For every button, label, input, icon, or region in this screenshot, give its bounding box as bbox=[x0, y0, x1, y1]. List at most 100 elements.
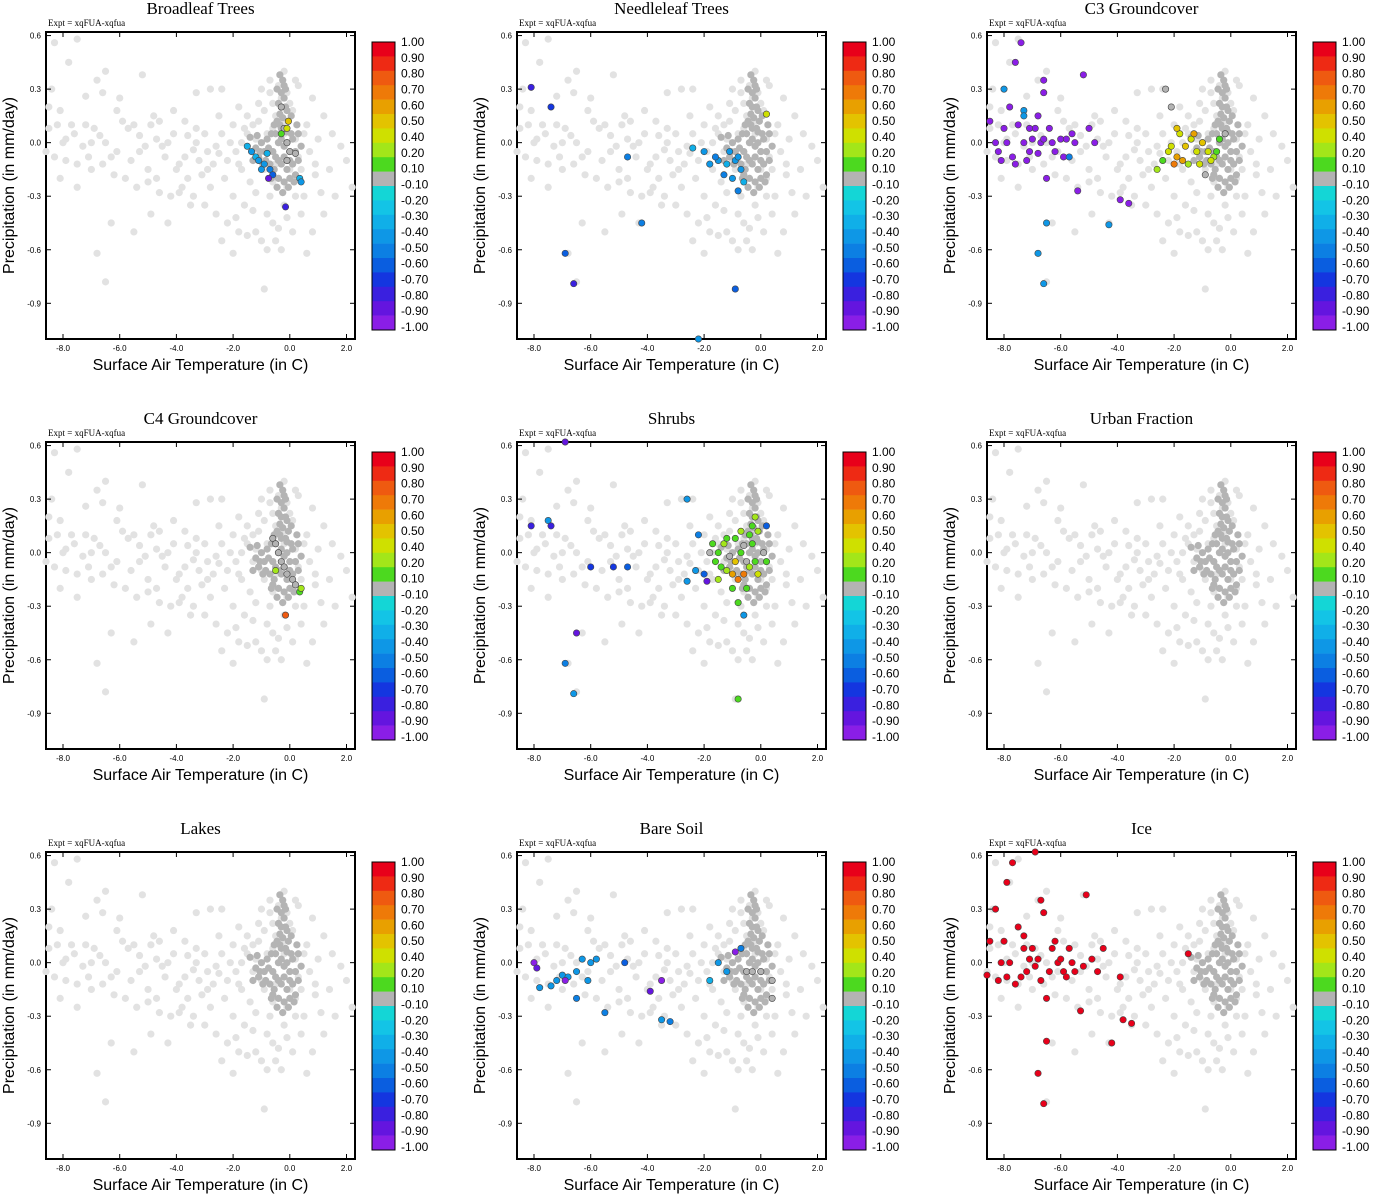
background-point bbox=[578, 219, 586, 227]
background-point bbox=[48, 495, 56, 503]
data-point bbox=[1011, 58, 1019, 66]
background-point bbox=[1156, 969, 1164, 977]
colorbar-label: -0.20 bbox=[401, 193, 429, 207]
background-point bbox=[714, 522, 722, 530]
background-point bbox=[1093, 584, 1102, 592]
core-point bbox=[734, 135, 742, 143]
colorbar-label: 0.80 bbox=[872, 67, 896, 81]
core-point bbox=[752, 103, 761, 111]
background-point bbox=[774, 941, 782, 949]
data-point bbox=[711, 153, 719, 161]
experiment-label: Expt = xqFUA-xqfua bbox=[989, 428, 1066, 438]
colorbar-label: -0.10 bbox=[401, 998, 429, 1012]
data-point bbox=[1193, 148, 1201, 156]
colorbar-label: -0.80 bbox=[401, 288, 429, 302]
core-point bbox=[259, 980, 267, 988]
background-point bbox=[1173, 557, 1181, 566]
colorbar-label: 0.90 bbox=[1342, 871, 1366, 885]
y-tick-label: 0.3 bbox=[971, 85, 983, 94]
x-tick-label: -8.0 bbox=[997, 344, 1011, 353]
data-point bbox=[291, 149, 299, 157]
background-point bbox=[1014, 183, 1022, 191]
colorbar-bin bbox=[1313, 890, 1336, 906]
background-point bbox=[680, 980, 688, 988]
data-point bbox=[992, 905, 1000, 913]
background-point bbox=[1076, 557, 1085, 566]
data-point bbox=[1071, 968, 1079, 976]
core-point bbox=[1208, 994, 1216, 1002]
core-point bbox=[1221, 491, 1229, 500]
background-point bbox=[1255, 545, 1263, 553]
data-point bbox=[1006, 103, 1014, 111]
data-point bbox=[1031, 848, 1039, 856]
background-point bbox=[1096, 189, 1104, 197]
background-point bbox=[1042, 688, 1051, 696]
panel-title: Lakes bbox=[180, 819, 221, 838]
background-point bbox=[263, 1030, 271, 1038]
background-point bbox=[689, 85, 697, 93]
x-tick-label: 2.0 bbox=[812, 754, 824, 763]
background-point bbox=[997, 516, 1005, 525]
background-point bbox=[1110, 926, 1119, 935]
background-point bbox=[1025, 563, 1034, 571]
background-point bbox=[737, 499, 745, 507]
background-point bbox=[311, 160, 319, 168]
core-point bbox=[289, 135, 297, 143]
core-point bbox=[762, 171, 771, 179]
background-point bbox=[82, 92, 90, 100]
background-point bbox=[1079, 481, 1087, 489]
background-point bbox=[303, 249, 311, 257]
data-point bbox=[748, 540, 756, 548]
background-point bbox=[263, 210, 271, 218]
background-point bbox=[1133, 124, 1141, 132]
background-point bbox=[663, 944, 671, 952]
core-point bbox=[741, 121, 749, 129]
background-point bbox=[1014, 593, 1022, 601]
background-point bbox=[206, 495, 215, 503]
data-point bbox=[1003, 139, 1011, 147]
colorbar: 1.000.900.800.700.600.500.400.200.10-0.1… bbox=[1312, 35, 1370, 334]
core-point bbox=[276, 891, 284, 899]
background-point bbox=[93, 896, 101, 904]
background-point bbox=[737, 909, 745, 917]
background-point bbox=[260, 1105, 268, 1113]
background-point bbox=[113, 926, 121, 935]
background-point bbox=[723, 189, 731, 197]
core-point bbox=[1235, 976, 1243, 985]
background-point bbox=[1170, 1069, 1178, 1077]
colorbar-label: 0.20 bbox=[401, 146, 425, 160]
background-point bbox=[1142, 540, 1150, 548]
data-point bbox=[1079, 71, 1087, 79]
background-point bbox=[1278, 962, 1286, 970]
background-point bbox=[768, 985, 776, 994]
background-point bbox=[269, 99, 277, 107]
background-point bbox=[144, 165, 152, 174]
background-point bbox=[1204, 1030, 1212, 1038]
background-point bbox=[1125, 131, 1133, 140]
background-point bbox=[266, 1012, 274, 1020]
background-point bbox=[144, 588, 152, 596]
background-point bbox=[144, 575, 152, 584]
background-point bbox=[133, 1003, 141, 1011]
background-point bbox=[726, 99, 734, 107]
background-point bbox=[184, 541, 192, 550]
colorbar-label: -1.00 bbox=[872, 320, 900, 334]
y-tick-label: -0.3 bbox=[27, 602, 41, 611]
background-point bbox=[731, 926, 739, 935]
plot-area bbox=[516, 441, 827, 750]
colorbar-bin bbox=[1313, 991, 1336, 1007]
background-point bbox=[62, 156, 70, 165]
colorbar-bin bbox=[1313, 538, 1336, 554]
background-point bbox=[87, 985, 95, 994]
background-point bbox=[1184, 1051, 1192, 1060]
background-point bbox=[669, 581, 677, 589]
background-point bbox=[1176, 638, 1184, 646]
background-point bbox=[138, 481, 146, 489]
core-point bbox=[1208, 584, 1216, 592]
background-point bbox=[782, 570, 790, 578]
colorbar-bin bbox=[843, 286, 866, 302]
background-point bbox=[223, 976, 232, 985]
background-point bbox=[771, 1012, 779, 1020]
background-point bbox=[723, 1048, 731, 1056]
